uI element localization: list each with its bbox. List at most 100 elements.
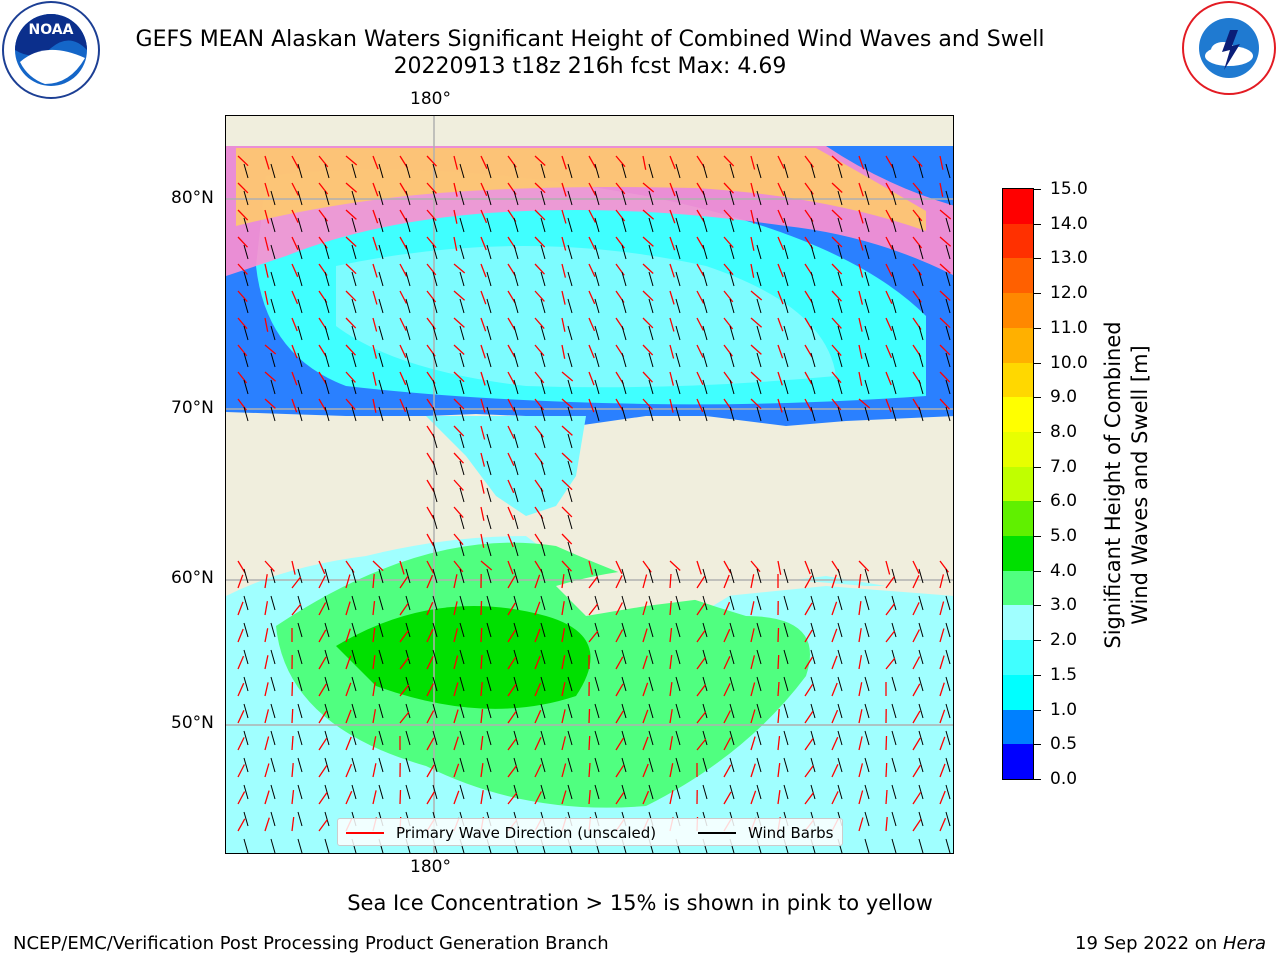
wave-direction-arrow: [453, 533, 464, 546]
wave-direction-arrow: [264, 601, 269, 616]
wave-direction-arrow: [588, 603, 599, 616]
wind-barb: [945, 838, 951, 853]
wave-direction-arrow: [642, 209, 655, 220]
wave-direction-arrow: [669, 560, 681, 571]
wave-direction-arrow: [372, 560, 384, 572]
wave-direction-arrow: [264, 317, 269, 332]
wave-direction-arrow: [534, 764, 542, 778]
wave-direction-arrow: [480, 155, 488, 169]
wave-direction-arrow: [696, 263, 705, 277]
wind-barb: [567, 271, 573, 287]
wind-barb: [567, 730, 573, 746]
wind-barb: [297, 838, 303, 853]
wind-barb: [891, 757, 897, 773]
wind-barb: [837, 352, 843, 368]
wind-barb: [945, 271, 951, 287]
colorbar-tick: [1034, 674, 1041, 676]
wind-barb: [594, 325, 600, 341]
wave-direction-arrow: [534, 290, 545, 302]
wind-barb: [756, 757, 762, 773]
wind-barb: [270, 757, 276, 773]
wave-direction-arrow: [561, 574, 565, 589]
wind-barb: [378, 298, 384, 314]
wave-direction-arrow: [561, 709, 566, 724]
wave-direction-arrow: [939, 655, 945, 670]
wind-barb: [324, 757, 330, 773]
colorbar-segment: [1003, 431, 1033, 467]
colorbar-tick-label: 15.0: [1050, 179, 1088, 199]
wave-direction-arrow: [426, 236, 437, 249]
wave-direction-arrow: [669, 263, 675, 278]
wave-direction-arrow: [723, 683, 731, 697]
wind-barb: [486, 568, 492, 584]
wind-barb: [810, 244, 816, 260]
wind-barb: [621, 163, 627, 179]
wind-barb: [864, 811, 870, 827]
wave-direction-arrow: [939, 290, 951, 301]
wind-barb: [648, 244, 654, 260]
wave-direction-arrow: [534, 182, 546, 194]
wind-barb: [864, 595, 870, 611]
colorbar-tick-label: 14.0: [1050, 213, 1088, 234]
wind-barb: [432, 433, 438, 449]
wave-direction-arrow: [453, 682, 459, 697]
wave-direction-arrow: [777, 371, 783, 386]
wind-barb: [432, 244, 438, 260]
wave-direction-arrow: [696, 711, 707, 724]
map-panel: [225, 115, 954, 854]
wave-direction-arrow: [588, 790, 591, 805]
wind-barb: [432, 649, 438, 665]
wave-direction-arrow: [507, 711, 517, 724]
wave-direction-arrow: [372, 790, 377, 805]
wave-direction-arrow: [399, 657, 409, 670]
wave-direction-arrow: [723, 601, 731, 616]
wave-direction-arrow: [426, 209, 437, 222]
wind-barb: [540, 190, 546, 206]
wind-barb: [270, 325, 276, 341]
wave-direction-arrow: [426, 155, 437, 167]
wave-direction-arrow: [885, 560, 891, 575]
wind-barb: [891, 352, 897, 368]
wind-barb: [486, 298, 492, 314]
wave-direction-arrow: [831, 682, 838, 697]
wind-barb: [540, 703, 546, 719]
wave-direction-arrow: [291, 817, 295, 832]
wind-barb: [675, 190, 681, 206]
wind-barb: [648, 163, 654, 179]
colorbar-segment: [1003, 570, 1033, 606]
wave-direction-arrow: [264, 155, 270, 170]
wave-direction-arrow: [372, 763, 377, 778]
wave-direction-arrow: [534, 574, 541, 589]
wind-barb: [837, 757, 843, 773]
wave-direction-arrow: [264, 344, 277, 355]
wave-direction-arrow: [885, 263, 893, 277]
wave-direction-arrow: [507, 738, 517, 751]
wave-direction-arrow: [372, 344, 378, 359]
wave-direction-arrow: [399, 182, 408, 196]
colorbar-tick-label: 7.0: [1050, 456, 1078, 477]
wind-barb: [648, 595, 654, 611]
wave-direction-arrow: [399, 371, 407, 386]
wind-barb: [459, 244, 465, 260]
wind-barb: [351, 271, 357, 287]
wave-direction-arrow: [561, 682, 566, 697]
wave-direction-arrow: [588, 344, 595, 359]
wave-direction-arrow: [318, 182, 329, 195]
wind-barb: [297, 271, 303, 287]
colorbar-tick: [1034, 223, 1041, 225]
wind-barb: [756, 730, 762, 746]
wind-barb: [810, 703, 816, 719]
wind-barb: [486, 676, 492, 692]
wind-barb: [486, 784, 492, 800]
wind-barb: [378, 406, 384, 422]
wave-direction-arrow: [723, 317, 734, 330]
lon-label-bottom: 180°: [410, 857, 451, 877]
wind-barb: [621, 784, 627, 800]
wind-barb: [243, 649, 249, 665]
colorbar-segment: [1003, 257, 1033, 294]
wind-barb: [648, 298, 654, 314]
wind-barb: [243, 379, 249, 395]
wind-barb: [378, 568, 384, 584]
wave-direction-arrow: [453, 317, 465, 328]
colorbar-tick-label: 13.0: [1050, 248, 1088, 269]
